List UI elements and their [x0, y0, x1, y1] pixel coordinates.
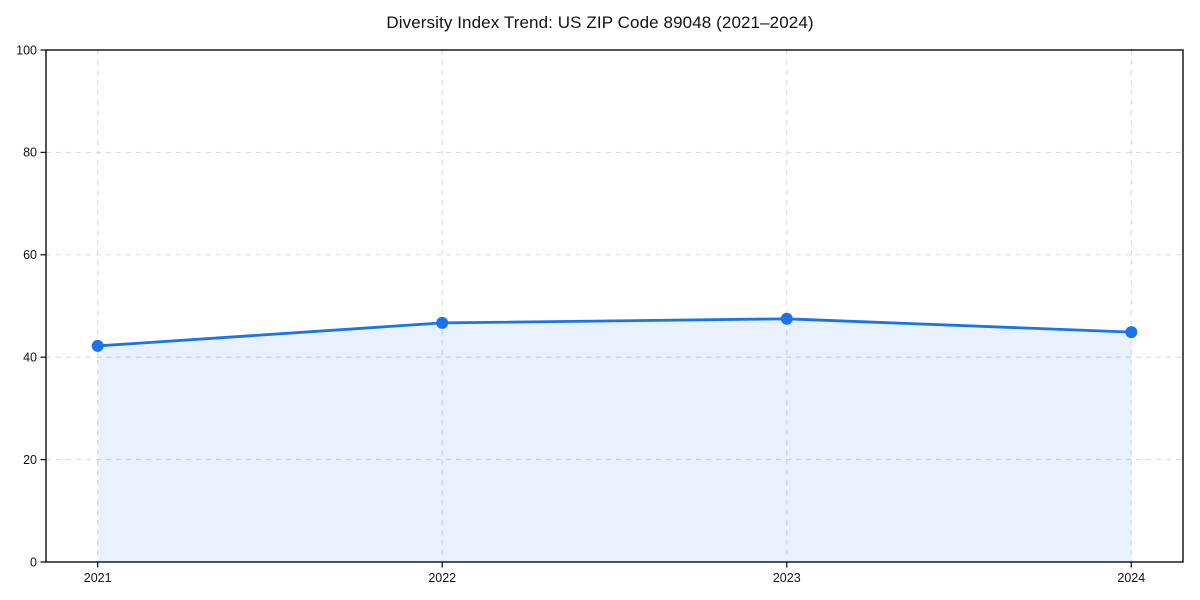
y-tick-label: 80 [23, 146, 37, 160]
y-tick-label: 20 [23, 453, 37, 467]
plot-frame-group [45, 49, 1184, 563]
tick-marks-group [40, 49, 1132, 568]
plot-frame [45, 49, 1184, 563]
data-point [436, 316, 449, 329]
x-tick-label: 2022 [428, 571, 456, 585]
tick-labels-group: 2021 2022 2023 2024 0 20 40 60 80 100 [16, 43, 1145, 585]
area-fill-group [97, 318, 1132, 562]
area-fill [97, 318, 1132, 562]
x-tick-label: 2024 [1117, 571, 1145, 585]
x-tick-label: 2021 [84, 571, 112, 585]
data-point [91, 339, 104, 352]
y-tick-label: 100 [16, 43, 37, 57]
y-tick-label: 0 [30, 555, 37, 569]
y-tick-label: 60 [23, 248, 37, 262]
data-points-group [91, 312, 1138, 352]
y-tick-label: 40 [23, 351, 37, 365]
data-point [780, 312, 793, 325]
chart-title: Diversity Index Trend: US ZIP Code 89048… [386, 13, 814, 32]
trend-line [96, 317, 1133, 348]
x-tick-label: 2023 [773, 571, 801, 585]
trend-line-group [96, 317, 1133, 348]
data-point [1125, 326, 1138, 339]
